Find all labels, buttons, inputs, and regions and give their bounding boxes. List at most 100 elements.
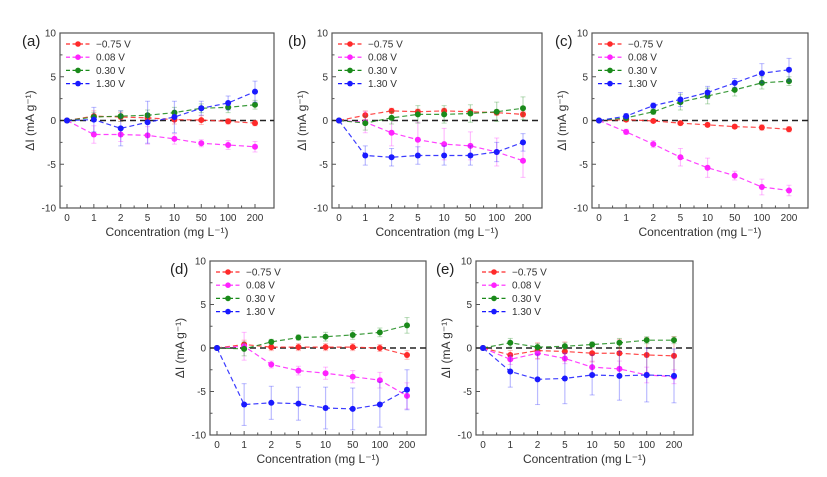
legend-label: 0.08 V [368,53,397,64]
x-tick-label: 1 [91,213,97,224]
data-point [90,116,97,123]
x-tick-label: 50 [614,440,626,451]
data-point [268,399,275,406]
data-point [225,100,232,106]
data-point [252,101,258,108]
data-point [731,79,738,86]
x-tick-label: 5 [678,213,684,224]
data-point [322,370,329,377]
legend-swatch-marker [491,282,497,289]
data-point [376,329,383,336]
legend-label: 1.30 V [512,307,541,318]
x-tick-label: 50 [196,213,208,224]
data-point [171,109,178,116]
data-point [295,334,302,341]
data-point [388,154,395,161]
x-tick-label: 5 [415,213,421,224]
legend-swatch-marker [75,41,81,47]
data-point [480,345,486,351]
legend-label: 0.08 V [96,53,125,64]
y-axis-title: ΔI (mA g⁻¹) [173,318,187,378]
data-point [467,110,474,117]
series-line [598,69,790,122]
x-tick-label: 100 [488,213,505,224]
x-tick-label: 2 [269,440,275,451]
legend-swatch-marker [347,41,353,47]
y-tick-label: -5 [463,387,472,398]
legend-label: 1.30 V [628,79,657,90]
data-point [349,405,356,412]
data-point [731,172,738,179]
data-point [731,123,738,130]
series-line [66,91,256,129]
data-point [704,164,711,171]
series-line [482,347,675,357]
legend-label: 0.30 V [628,66,657,77]
panel-label: (b) [288,33,306,50]
data-point [349,344,356,351]
data-point [616,372,623,379]
series-0 [214,339,410,360]
x-tick-label: 0 [64,213,70,224]
data-point [441,111,448,118]
data-point [225,142,232,148]
data-point [198,117,205,124]
series-line [598,119,790,192]
data-point [561,375,568,382]
data-point [414,152,421,159]
y-tick-label: -5 [579,160,588,171]
data-point [388,129,395,136]
data-point [493,149,500,155]
data-point [295,367,302,374]
legend-label: 1.30 V [368,79,397,90]
data-point [404,386,410,393]
legend-label: 0.30 V [96,66,125,77]
data-point [671,352,677,359]
y-tick-label: 0 [582,116,588,127]
data-point [117,131,124,138]
data-point [198,105,205,112]
legend-label: −0.75 V [246,268,281,279]
data-point [404,322,410,329]
x-tick-label: 0 [336,213,342,224]
legend-label: −0.75 V [512,268,547,279]
series-0 [480,336,677,376]
series-line [482,339,674,349]
legend-label: 0.08 V [628,53,657,64]
data-point [650,102,657,109]
series-1 [596,117,792,197]
y-tick-label: 10 [317,29,329,40]
y-tick-label: -5 [197,387,206,398]
y-tick-label: 5 [466,300,472,311]
x-tick-label: 0 [214,440,220,451]
x-tick-label: 200 [781,213,798,224]
y-tick-label: 5 [582,72,588,83]
data-point [507,368,514,375]
series-3 [596,57,792,124]
data-point [225,104,232,111]
data-point [214,345,220,351]
data-point [616,365,623,372]
y-axis-title: ΔI (mA g⁻¹) [555,90,569,150]
y-tick-label: -10 [574,204,589,215]
y-tick-label: -5 [319,160,328,171]
y-tick-label: -5 [47,160,56,171]
legend-label: 0.30 V [512,294,541,305]
x-tick-label: 10 [702,213,714,224]
series-2 [480,336,677,352]
data-point [589,350,596,357]
data-point [349,373,356,380]
x-tick-label: 100 [754,213,771,224]
data-point [268,361,275,368]
series-line [482,347,675,380]
data-point [786,78,792,85]
x-tick-label: 1 [363,213,369,224]
data-point [507,356,514,363]
legend-swatch-marker [75,80,81,87]
data-point [467,152,474,159]
data-point [90,131,97,138]
data-point [677,96,684,103]
